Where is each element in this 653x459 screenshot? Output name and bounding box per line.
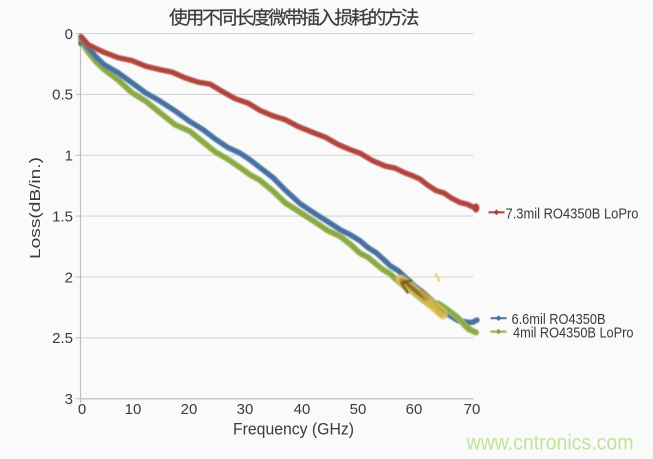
svg-text:www.cntronics.com: www.cntronics.com — [466, 432, 634, 455]
svg-text:1.5: 1.5 — [52, 208, 73, 225]
svg-text:70: 70 — [464, 401, 481, 418]
svg-text:10: 10 — [125, 401, 142, 418]
svg-text:60: 60 — [406, 401, 423, 418]
svg-text:2.5: 2.5 — [52, 330, 73, 347]
svg-text:Loss(dB/in.): Loss(dB/in.) — [27, 157, 44, 259]
svg-text:0.5: 0.5 — [52, 87, 73, 104]
svg-text:20: 20 — [181, 401, 198, 418]
svg-text:Frequency (GHz): Frequency (GHz) — [233, 420, 354, 439]
svg-text:6.6mil RO4350B: 6.6mil RO4350B — [512, 311, 606, 328]
svg-text:1: 1 — [65, 148, 73, 165]
svg-text:3: 3 — [65, 391, 73, 408]
svg-text:30: 30 — [237, 401, 254, 418]
svg-text:2: 2 — [65, 269, 73, 286]
svg-text:4mil RO4350B LoPro: 4mil RO4350B LoPro — [513, 325, 634, 342]
svg-text:50: 50 — [350, 401, 367, 418]
svg-text:40: 40 — [294, 401, 311, 418]
svg-text:0: 0 — [78, 401, 86, 418]
svg-text:0: 0 — [65, 26, 73, 43]
svg-text:7.3mil RO4350B LoPro: 7.3mil RO4350B LoPro — [506, 205, 639, 222]
